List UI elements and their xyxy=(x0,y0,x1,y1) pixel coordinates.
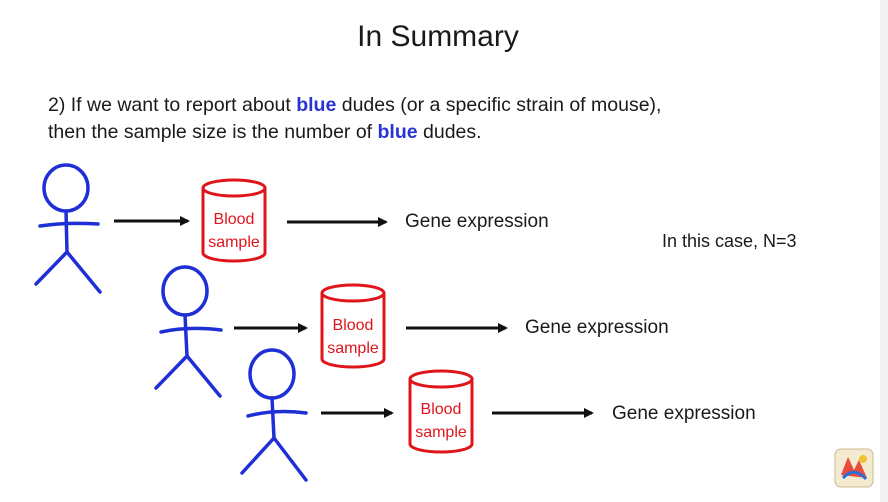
cylinder-icon xyxy=(320,283,386,369)
paragraph-text-2: dudes (or a specific strain of mouse), t… xyxy=(48,94,662,143)
statquest-logo-icon xyxy=(834,448,874,488)
gene-expression-label: Gene expression xyxy=(525,317,669,338)
cylinder-icon xyxy=(201,178,267,263)
can-label-line1: Blood xyxy=(333,317,374,334)
can-label-line1: Blood xyxy=(421,401,462,418)
gene-expression-label: Gene expression xyxy=(612,403,756,424)
stick-figure-icon xyxy=(240,348,308,482)
can-label-line2: sample xyxy=(208,234,260,251)
case-note: In this case, N=3 xyxy=(662,231,797,251)
stick-figure-icon xyxy=(34,163,102,294)
gene-expression-label: Gene expression xyxy=(405,211,549,232)
cylinder-icon xyxy=(408,369,474,454)
stick-figure-icon xyxy=(154,265,223,398)
slide-edge xyxy=(880,0,888,502)
summary-paragraph: 2) If we want to report about blue dudes… xyxy=(48,92,668,146)
can-label-line2: sample xyxy=(327,340,379,357)
can-label-line1: Blood xyxy=(214,211,255,228)
slide-title: In Summary xyxy=(357,20,519,53)
paragraph-text-3: dudes. xyxy=(417,121,482,143)
paragraph-text-1: 2) If we want to report about xyxy=(48,94,297,116)
highlight-blue-2: blue xyxy=(377,121,418,143)
highlight-blue-1: blue xyxy=(296,94,337,116)
can-label-line2: sample xyxy=(415,424,467,441)
